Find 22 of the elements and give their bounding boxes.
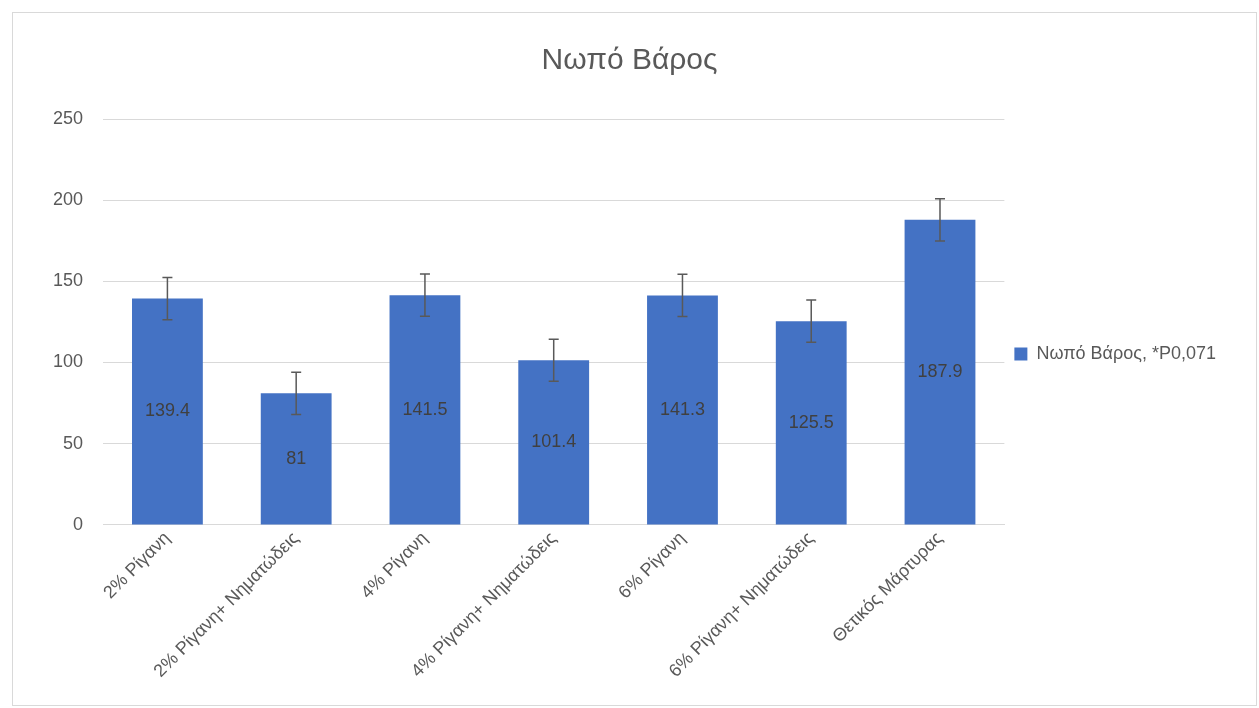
- bar: [389, 295, 461, 525]
- y-tick-label: 50: [63, 432, 84, 453]
- chart-title: Νωπό Βάρος: [541, 42, 718, 76]
- y-tick-label: 100: [52, 351, 84, 372]
- data-label: 187.9: [917, 361, 963, 382]
- bar: [132, 298, 203, 525]
- y-tick-label: 0: [73, 513, 84, 534]
- bar: [647, 295, 718, 525]
- bar: [260, 393, 332, 525]
- y-tick-label: 250: [52, 107, 84, 128]
- y-tick-label: 150: [52, 270, 84, 291]
- data-label: 125.5: [788, 411, 834, 432]
- data-label: 141.3: [659, 398, 705, 419]
- data-label: 139.4: [144, 400, 190, 421]
- data-label: 101.4: [531, 431, 577, 452]
- data-label: 141.5: [402, 398, 448, 419]
- data-label: 81: [286, 447, 307, 468]
- bar: [904, 219, 976, 525]
- bar: [518, 360, 590, 525]
- y-tick-label: 200: [52, 189, 84, 210]
- legend-label: Νωπό Βάρος, *P0,071: [1036, 342, 1216, 363]
- bar: [775, 321, 847, 525]
